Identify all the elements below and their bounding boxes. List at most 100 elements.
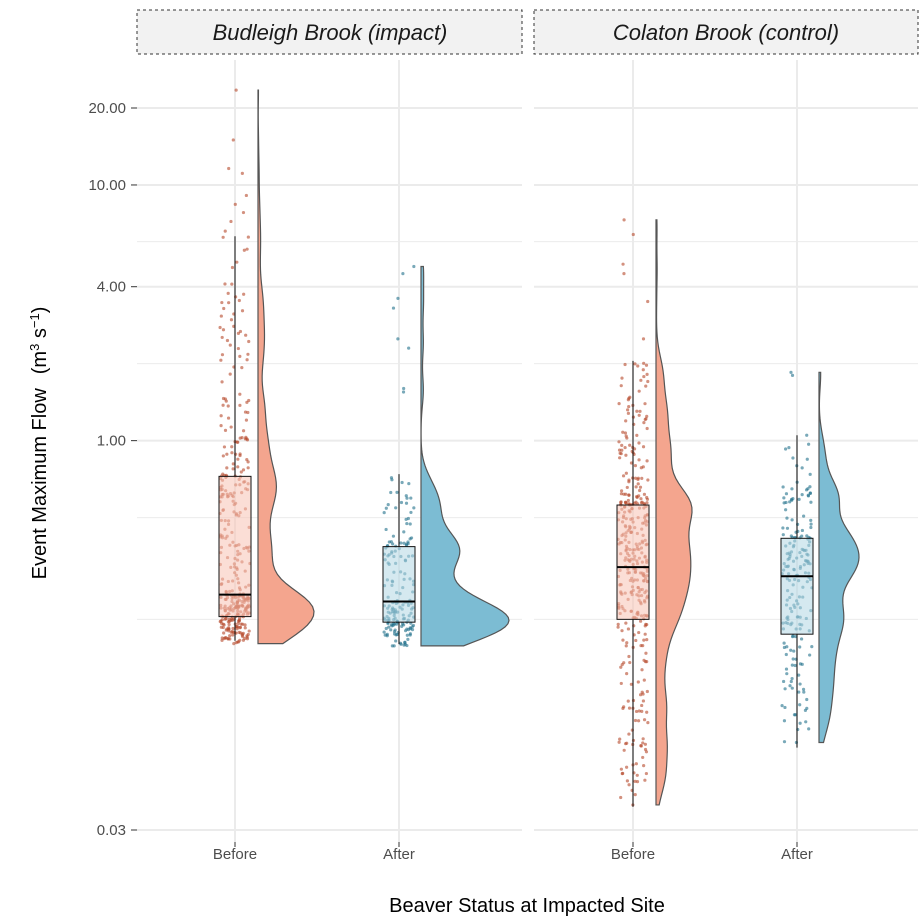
data-point (627, 493, 631, 497)
data-point (229, 618, 233, 623)
data-point (225, 338, 230, 343)
data-point (401, 272, 405, 276)
data-point (227, 166, 231, 171)
data-point (790, 676, 794, 681)
data-point (245, 458, 249, 462)
data-point (794, 740, 799, 745)
data-point (640, 668, 644, 672)
data-point (246, 466, 250, 470)
data-point (806, 493, 810, 497)
data-point (645, 426, 649, 431)
data-point (618, 456, 622, 460)
data-point (399, 541, 403, 545)
data-point (800, 528, 804, 533)
data-point (640, 690, 644, 694)
y-axis-title-group: Event Maximum Flow (m3 s−1) (27, 307, 51, 580)
data-point (783, 687, 787, 691)
data-point (230, 445, 234, 449)
data-point (781, 485, 785, 489)
data-point (636, 680, 640, 684)
data-point (809, 522, 813, 526)
data-point (405, 643, 409, 648)
data-point (410, 628, 415, 632)
data-point (624, 492, 628, 496)
data-point (231, 138, 235, 142)
data-point (412, 506, 416, 510)
data-point (226, 620, 230, 624)
data-point (238, 626, 242, 630)
data-point (797, 497, 801, 501)
data-point (640, 476, 644, 480)
data-point (641, 368, 645, 372)
data-point (645, 372, 649, 376)
data-point (645, 689, 649, 694)
x-tick-label: Before (213, 846, 257, 863)
data-point (620, 443, 624, 447)
data-point (642, 501, 646, 506)
data-point (225, 452, 229, 456)
data-point (638, 409, 642, 413)
data-point (402, 386, 406, 391)
data-point (644, 384, 648, 388)
data-point (231, 633, 235, 637)
data-point (627, 404, 631, 409)
data-point (642, 678, 646, 682)
data-point (247, 339, 251, 344)
data-point (228, 372, 232, 376)
data-point (642, 638, 646, 642)
data-point (634, 500, 638, 504)
data-point (236, 465, 240, 469)
data-point (244, 333, 248, 337)
data-point (643, 747, 648, 752)
data-point (645, 495, 649, 500)
data-point (621, 430, 625, 434)
data-point (625, 672, 629, 676)
data-point (621, 262, 625, 266)
data-point (785, 516, 789, 520)
data-point (641, 741, 645, 745)
data-point (389, 628, 393, 632)
data-point (809, 518, 813, 523)
data-point (221, 235, 225, 239)
data-point (782, 501, 786, 505)
data-point (798, 682, 802, 686)
data-point (645, 501, 649, 505)
y-tick-label: 10.00 (88, 177, 126, 194)
data-point (642, 374, 646, 379)
data-point (220, 353, 225, 357)
data-point (637, 630, 641, 635)
data-point (636, 719, 641, 723)
data-point (623, 500, 628, 504)
data-point (637, 441, 641, 445)
data-point (810, 645, 814, 649)
data-point (620, 448, 624, 452)
data-point (221, 622, 225, 626)
data-point (627, 732, 631, 736)
data-point (787, 446, 791, 450)
data-point (782, 740, 787, 744)
data-point (805, 706, 809, 710)
data-point (807, 727, 811, 731)
data-point (788, 684, 792, 688)
data-point (800, 662, 804, 666)
data-point (383, 633, 387, 637)
data-point (619, 452, 623, 456)
data-point (639, 501, 644, 505)
data-point (809, 500, 813, 504)
data-point (644, 651, 648, 655)
data-point (642, 361, 646, 365)
data-point (405, 633, 409, 637)
data-point (646, 299, 650, 304)
data-point (639, 466, 643, 470)
data-point (391, 306, 396, 310)
data-point (238, 392, 242, 396)
data-point (405, 496, 409, 500)
data-point (219, 423, 223, 428)
data-point (245, 634, 249, 638)
data-point (236, 619, 241, 623)
data-point (620, 663, 624, 667)
y-axis-unit: (m3 s−1) (27, 307, 51, 375)
data-point (643, 742, 648, 746)
data-point (626, 411, 631, 415)
data-point (408, 633, 412, 637)
